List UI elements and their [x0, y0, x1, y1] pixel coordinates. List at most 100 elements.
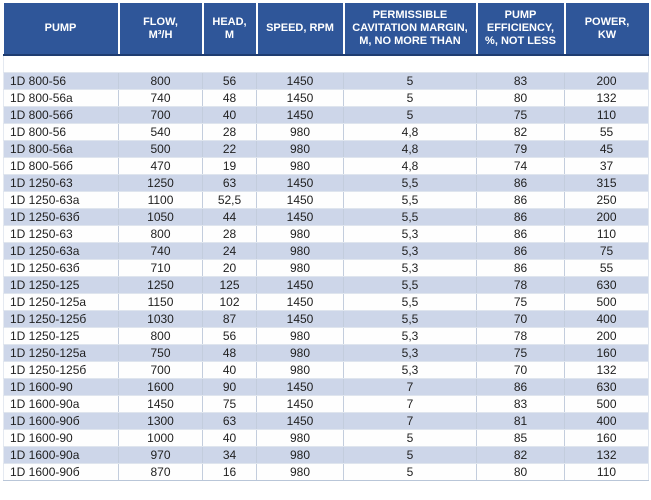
table-row: 1D 800-56б 700 40 1450 5 75 110	[3, 106, 649, 124]
value-cell: 7	[343, 378, 477, 396]
table-row: 1D 1600-90a 1450 75 1450 7 83 500	[3, 395, 649, 413]
pump-name-cell: 1D 1250-63	[3, 174, 119, 192]
value-cell: 1450	[256, 378, 344, 396]
pump-name-cell: 1D 1250-125a	[3, 293, 119, 311]
header-row: PUMP FLOW, M³/H HEAD, M SPEED, RPM PERMI…	[3, 3, 649, 56]
value-cell: 90	[202, 378, 257, 396]
value-cell: 37	[564, 157, 649, 175]
value-cell: 800	[118, 225, 203, 243]
value-cell: 1050	[118, 208, 203, 226]
value-cell: 80	[476, 463, 565, 481]
value-cell: 34	[202, 446, 257, 464]
value-cell: 470	[118, 157, 203, 175]
value-cell: 5,5	[343, 174, 477, 192]
value-cell: 4,8	[343, 123, 477, 141]
value-cell: 980	[256, 344, 344, 362]
table-row: 1D 1250-63a 740 24 980 5,3 86 75	[3, 242, 649, 260]
value-cell: 110	[564, 225, 649, 243]
value-cell: 5	[343, 463, 477, 481]
value-cell: 1450	[256, 174, 344, 192]
value-cell: 1100	[118, 191, 203, 209]
value-cell: 200	[564, 208, 649, 226]
column-header-speed: SPEED, RPM	[256, 3, 345, 56]
value-cell: 5	[343, 72, 477, 90]
column-header-flow: FLOW, M³/H	[118, 3, 204, 56]
value-cell: 1450	[118, 395, 203, 413]
value-cell: 500	[118, 140, 203, 158]
value-cell: 52,5	[202, 191, 257, 209]
table-row: 1D 1600-90б 870 16 980 5 80 110	[3, 463, 649, 481]
table-row: 1D 800-56б 470 19 980 4,8 74 37	[3, 157, 649, 175]
table-row: 1D 800-56a 740 48 1450 5 80 132	[3, 89, 649, 107]
value-cell: 4,8	[343, 140, 477, 158]
pump-name-cell: 1D 1250-125a	[3, 344, 119, 362]
value-cell: 540	[118, 123, 203, 141]
value-cell: 1450	[256, 395, 344, 413]
table-row: 1D 1600-90a 970 34 980 5 82 132	[3, 446, 649, 464]
value-cell: 75	[476, 106, 565, 124]
value-cell: 86	[476, 242, 565, 260]
table-row: 1D 1250-63a 1100 52,5 1450 5,5 86 250	[3, 191, 649, 209]
value-cell: 980	[256, 242, 344, 260]
value-cell: 1250	[118, 276, 203, 294]
value-cell: 79	[476, 140, 565, 158]
value-cell: 250	[564, 191, 649, 209]
value-cell: 5,3	[343, 344, 477, 362]
value-cell: 86	[476, 259, 565, 277]
value-cell: 700	[118, 361, 203, 379]
value-cell: 800	[118, 72, 203, 90]
value-cell: 132	[564, 89, 649, 107]
pump-name-cell: 1D 1600-90a	[3, 395, 119, 413]
value-cell: 500	[564, 395, 649, 413]
value-cell: 83	[476, 72, 565, 90]
value-cell: 24	[202, 242, 257, 260]
value-cell: 5,3	[343, 225, 477, 243]
value-cell: 85	[476, 429, 565, 447]
value-cell: 4,8	[343, 157, 477, 175]
table-row: 1D 800-56 800 56 1450 5 83 200	[3, 72, 649, 90]
value-cell: 1000	[118, 429, 203, 447]
value-cell: 45	[564, 140, 649, 158]
value-cell: 110	[564, 463, 649, 481]
value-cell: 5,3	[343, 327, 477, 345]
pump-name-cell: 1D 1250-125б	[3, 310, 119, 328]
value-cell: 5,5	[343, 293, 477, 311]
value-cell: 1450	[256, 208, 344, 226]
value-cell: 1450	[256, 191, 344, 209]
value-cell: 630	[564, 378, 649, 396]
value-cell: 980	[256, 123, 344, 141]
pump-name-cell: 1D 800-56б	[3, 157, 119, 175]
value-cell: 200	[564, 72, 649, 90]
value-cell: 75	[476, 293, 565, 311]
value-cell: 132	[564, 446, 649, 464]
pump-name-cell: 1D 800-56a	[3, 140, 119, 158]
value-cell: 48	[202, 344, 257, 362]
value-cell: 28	[202, 123, 257, 141]
value-cell: 980	[256, 446, 344, 464]
value-cell: 5	[343, 446, 477, 464]
pump-spec-table: PUMP FLOW, M³/H HEAD, M SPEED, RPM PERMI…	[3, 3, 649, 481]
value-cell: 1150	[118, 293, 203, 311]
value-cell: 700	[118, 106, 203, 124]
value-cell: 63	[202, 412, 257, 430]
value-cell: 19	[202, 157, 257, 175]
value-cell: 980	[256, 327, 344, 345]
value-cell: 86	[476, 191, 565, 209]
column-header-pump: PUMP	[3, 3, 120, 56]
table-row: 1D 1250-63б 1050 44 1450 5,5 86 200	[3, 208, 649, 226]
value-cell: 7	[343, 395, 477, 413]
pump-name-cell: 1D 1600-90a	[3, 446, 119, 464]
value-cell: 55	[564, 259, 649, 277]
value-cell: 5,3	[343, 259, 477, 277]
value-cell: 75	[202, 395, 257, 413]
value-cell: 5,5	[343, 310, 477, 328]
value-cell: 75	[476, 344, 565, 362]
value-cell: 5	[343, 106, 477, 124]
value-cell: 55	[564, 123, 649, 141]
value-cell: 160	[564, 344, 649, 362]
value-cell: 5	[343, 429, 477, 447]
pump-name-cell: 1D 800-56	[3, 123, 119, 141]
pump-name-cell: 1D 1600-90	[3, 378, 119, 396]
column-header-power: POWER, KW	[564, 3, 649, 56]
value-cell: 28	[202, 225, 257, 243]
